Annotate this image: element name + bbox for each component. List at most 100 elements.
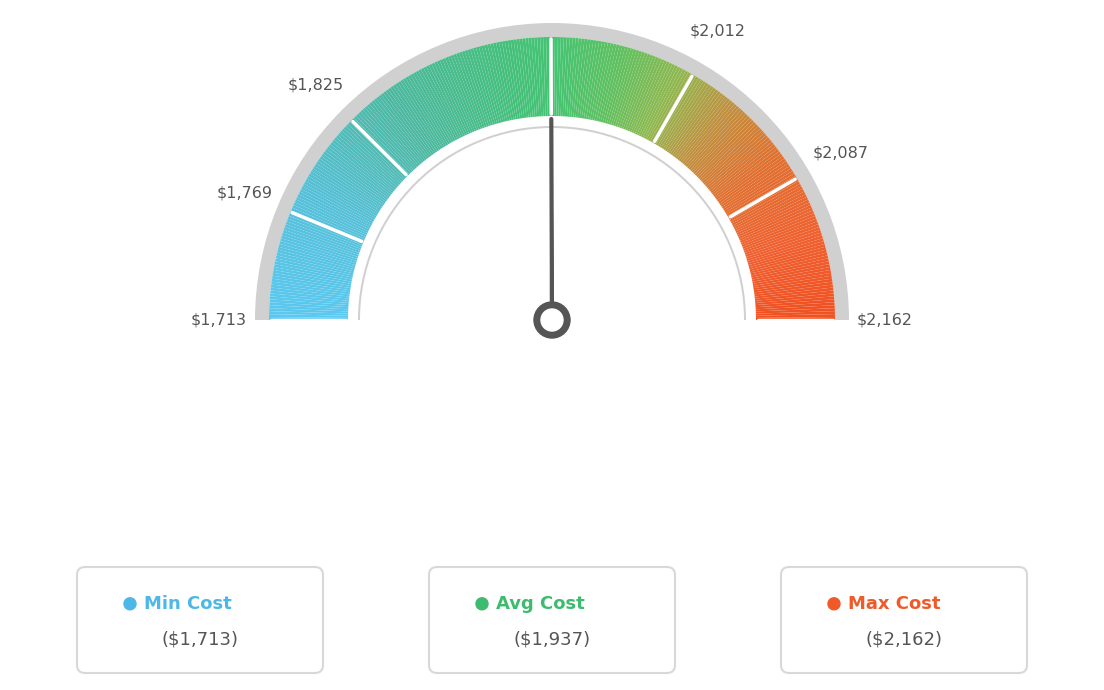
Wedge shape xyxy=(711,142,774,193)
Wedge shape xyxy=(749,244,826,267)
Wedge shape xyxy=(301,186,372,226)
Wedge shape xyxy=(359,112,414,171)
Wedge shape xyxy=(293,205,365,239)
Wedge shape xyxy=(607,48,631,124)
Wedge shape xyxy=(276,255,353,275)
Wedge shape xyxy=(274,264,352,282)
Wedge shape xyxy=(310,171,379,215)
Wedge shape xyxy=(637,63,672,135)
Wedge shape xyxy=(321,154,388,202)
Wedge shape xyxy=(756,308,835,313)
Wedge shape xyxy=(745,227,820,255)
Wedge shape xyxy=(315,164,382,209)
Wedge shape xyxy=(744,224,819,253)
Wedge shape xyxy=(304,181,374,221)
Wedge shape xyxy=(552,37,555,116)
Text: $1,769: $1,769 xyxy=(216,186,273,200)
Wedge shape xyxy=(273,273,351,288)
Wedge shape xyxy=(288,216,362,247)
Wedge shape xyxy=(285,224,360,253)
Wedge shape xyxy=(360,110,415,170)
Wedge shape xyxy=(280,238,357,263)
Wedge shape xyxy=(580,39,593,118)
Wedge shape xyxy=(664,83,709,150)
Wedge shape xyxy=(434,61,469,135)
Wedge shape xyxy=(661,81,707,149)
Wedge shape xyxy=(454,54,482,129)
Wedge shape xyxy=(284,227,359,255)
Wedge shape xyxy=(505,41,520,119)
Wedge shape xyxy=(513,39,527,118)
Wedge shape xyxy=(424,66,461,138)
Wedge shape xyxy=(588,41,605,119)
Wedge shape xyxy=(673,92,723,157)
Wedge shape xyxy=(691,114,747,172)
Wedge shape xyxy=(316,161,383,207)
Wedge shape xyxy=(730,181,800,221)
Wedge shape xyxy=(496,42,513,120)
Wedge shape xyxy=(755,299,835,307)
Wedge shape xyxy=(343,126,403,182)
Wedge shape xyxy=(677,97,728,160)
Wedge shape xyxy=(328,144,392,195)
Wedge shape xyxy=(405,77,448,146)
Polygon shape xyxy=(551,119,553,320)
Wedge shape xyxy=(273,270,351,286)
Wedge shape xyxy=(511,39,524,118)
Wedge shape xyxy=(617,52,645,128)
Wedge shape xyxy=(336,135,397,188)
Wedge shape xyxy=(502,41,518,119)
Wedge shape xyxy=(526,38,535,117)
Wedge shape xyxy=(364,106,418,167)
Wedge shape xyxy=(746,235,822,261)
Wedge shape xyxy=(591,42,608,120)
Wedge shape xyxy=(702,128,762,184)
Wedge shape xyxy=(613,50,639,126)
Wedge shape xyxy=(629,58,661,132)
Wedge shape xyxy=(656,77,699,146)
Wedge shape xyxy=(381,92,431,157)
Wedge shape xyxy=(479,46,501,123)
Wedge shape xyxy=(272,276,350,290)
Wedge shape xyxy=(733,189,804,228)
Wedge shape xyxy=(703,130,764,185)
Wedge shape xyxy=(346,124,405,180)
Wedge shape xyxy=(723,166,790,210)
Wedge shape xyxy=(737,202,810,237)
Wedge shape xyxy=(270,284,350,297)
Wedge shape xyxy=(278,244,355,267)
Wedge shape xyxy=(686,106,740,167)
Circle shape xyxy=(828,598,840,610)
Wedge shape xyxy=(499,41,516,119)
Wedge shape xyxy=(722,164,789,209)
Wedge shape xyxy=(596,44,617,121)
Wedge shape xyxy=(754,284,834,297)
Wedge shape xyxy=(622,54,650,129)
Wedge shape xyxy=(389,88,436,154)
Wedge shape xyxy=(639,64,676,137)
Wedge shape xyxy=(439,59,473,132)
Wedge shape xyxy=(740,208,813,241)
Wedge shape xyxy=(729,179,798,220)
Wedge shape xyxy=(753,270,831,286)
Text: $2,162: $2,162 xyxy=(857,313,913,328)
Wedge shape xyxy=(556,37,561,116)
FancyBboxPatch shape xyxy=(781,567,1027,673)
Wedge shape xyxy=(397,81,443,149)
Wedge shape xyxy=(672,91,721,156)
Wedge shape xyxy=(747,241,825,265)
Wedge shape xyxy=(282,235,358,261)
Wedge shape xyxy=(670,89,719,155)
Wedge shape xyxy=(753,267,830,284)
Wedge shape xyxy=(680,100,732,163)
Wedge shape xyxy=(573,39,584,117)
Wedge shape xyxy=(603,46,625,123)
Wedge shape xyxy=(708,137,771,190)
Wedge shape xyxy=(756,305,835,311)
Wedge shape xyxy=(739,205,811,239)
Wedge shape xyxy=(276,253,354,273)
Wedge shape xyxy=(520,39,531,117)
Wedge shape xyxy=(269,308,348,313)
Wedge shape xyxy=(605,47,628,124)
Wedge shape xyxy=(619,52,648,128)
